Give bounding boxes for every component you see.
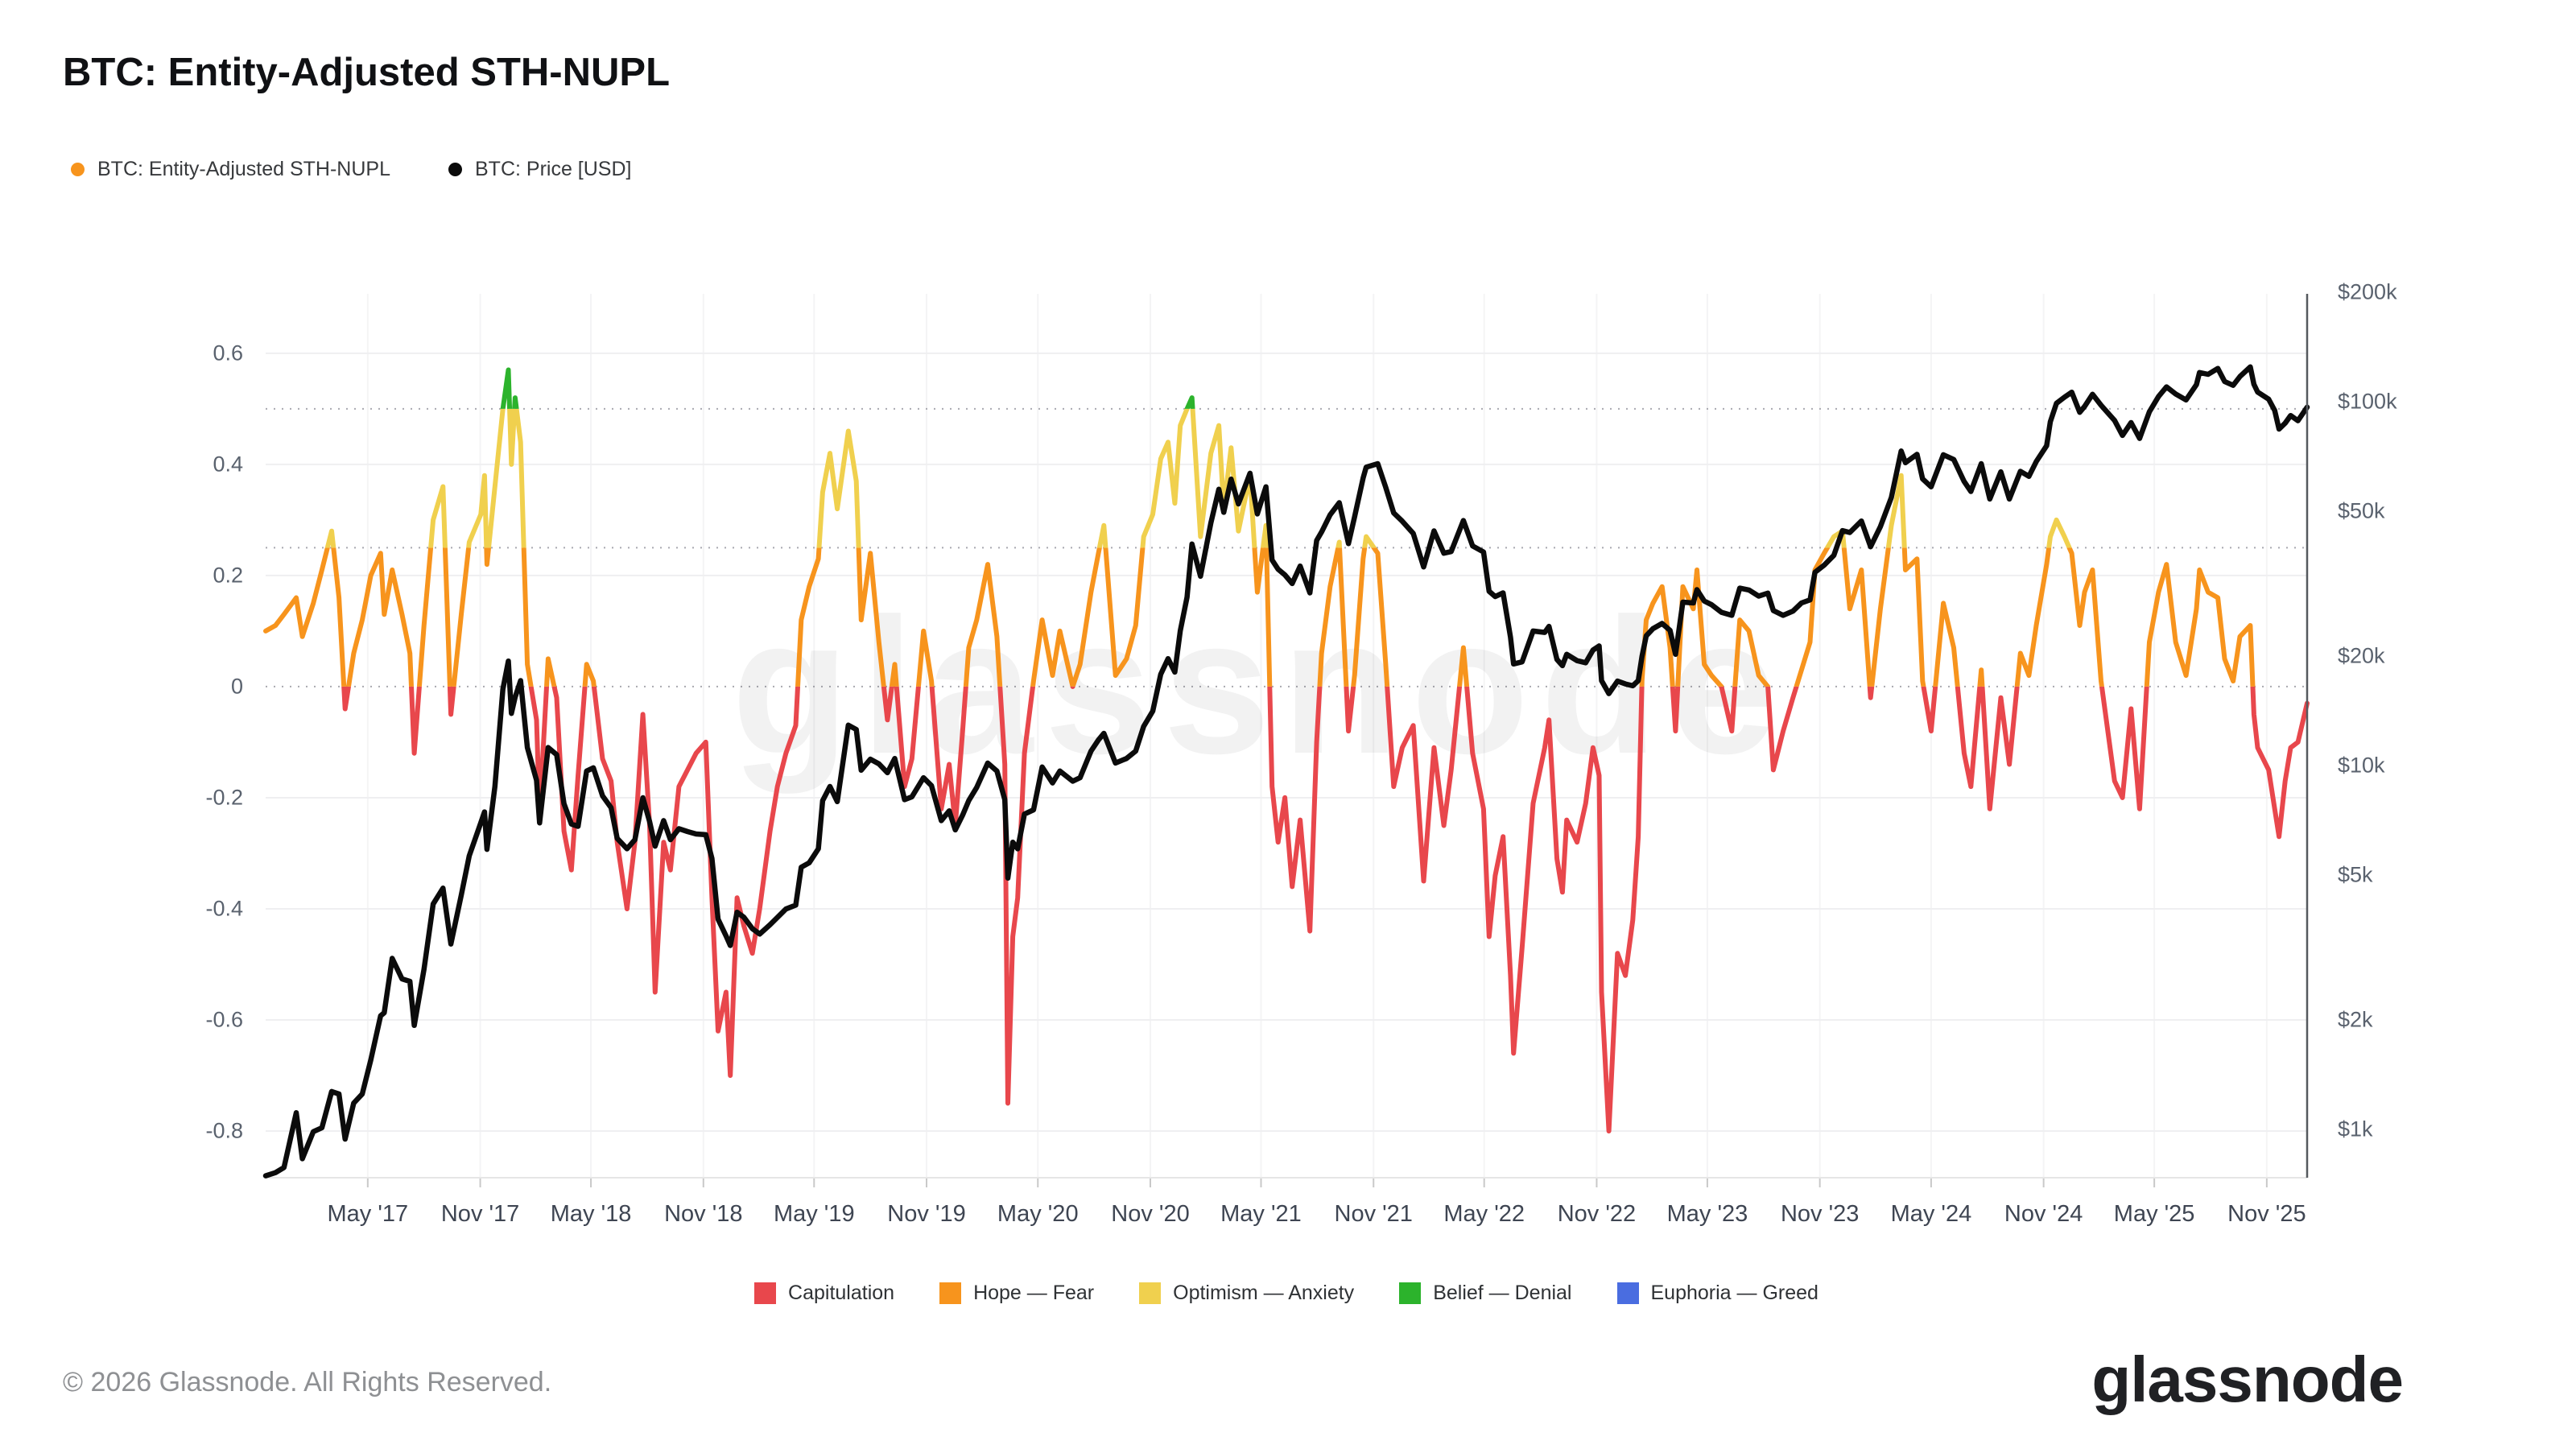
top-legend-item-nupl[interactable]: BTC: Entity-Adjusted STH-NUPL [71, 158, 390, 181]
x-tick-label-6: May '20 [997, 1201, 1079, 1227]
page-title: BTC: Entity-Adjusted STH-NUPL [63, 51, 670, 94]
x-tick-label-16: May '25 [2113, 1201, 2195, 1227]
band-legend-item-0[interactable]: Capitulation [754, 1282, 894, 1305]
nupl-series-dot-icon [71, 163, 85, 176]
left-tick-label-1: 0.4 [213, 452, 243, 477]
band-legend-label: Capitulation [788, 1282, 895, 1304]
left-tick-label-2: 0.2 [213, 563, 243, 588]
right-tick-label-4: $10k [2338, 753, 2385, 778]
x-tick-label-2: May '18 [550, 1201, 632, 1227]
x-tick-label-4: May '19 [773, 1201, 855, 1227]
x-tick-label-11: Nov '22 [1557, 1201, 1637, 1227]
right-tick-label-1: $100k [2338, 389, 2397, 414]
band-legend-label: Hope — Fear [973, 1282, 1095, 1304]
x-tick-label-8: May '21 [1220, 1201, 1302, 1227]
band-legend: Capitulation Hope — Fear Optimism — Anxiet… [266, 1282, 2307, 1305]
x-tick-label-9: Nov '21 [1334, 1201, 1413, 1227]
x-tick-label-0: May '17 [327, 1201, 409, 1227]
right-tick-label-5: $5k [2338, 862, 2373, 887]
band-swatch-icon [1399, 1282, 1422, 1304]
x-tick-label-15: Nov '24 [2004, 1201, 2083, 1227]
x-tick-label-7: Nov '20 [1111, 1201, 1190, 1227]
x-tick-label-3: Nov '18 [664, 1201, 743, 1227]
nupl-line-hope-fear [263, 547, 2256, 687]
right-tick-label-6: $2k [2338, 1007, 2373, 1032]
top-legend-item-price[interactable]: BTC: Price [USD] [448, 158, 631, 181]
band-legend-label: Optimism — Anxiety [1173, 1282, 1355, 1304]
x-tick-label-14: May '24 [1890, 1201, 1972, 1227]
band-legend-item-3[interactable]: Belief — Denial [1399, 1282, 1572, 1305]
band-legend-item-1[interactable]: Hope — Fear [939, 1282, 1094, 1305]
top-legend-label-price: BTC: Price [USD] [475, 158, 632, 180]
top-legend: BTC: Entity-Adjusted STH-NUPL BTC: Price… [71, 158, 631, 181]
left-tick-label-7: -0.8 [205, 1118, 243, 1143]
left-tick-label-5: -0.4 [205, 896, 243, 921]
price-series-dot-icon [448, 163, 462, 176]
band-legend-item-4[interactable]: Euphoria — Greed [1616, 1282, 1818, 1305]
top-legend-label-nupl: BTC: Entity-Adjusted STH-NUPL [97, 158, 390, 180]
right-tick-label-2: $50k [2338, 498, 2385, 523]
right-tick-label-3: $20k [2338, 643, 2385, 668]
left-tick-label-4: -0.2 [205, 785, 243, 810]
band-legend-label: Euphoria — Greed [1650, 1282, 1818, 1304]
x-tick-label-12: May '23 [1666, 1201, 1748, 1227]
glassnode-logo: glassnode [2091, 1344, 2404, 1415]
x-tick-label-13: Nov '23 [1780, 1201, 1860, 1227]
band-swatch-icon [754, 1282, 777, 1304]
right-tick-label-0: $200k [2338, 279, 2397, 304]
x-tick-label-5: Nov '19 [887, 1201, 966, 1227]
copyright-text: © 2026 Glassnode. All Rights Reserved. [63, 1367, 552, 1397]
band-legend-item-2[interactable]: Optimism — Anxiety [1139, 1282, 1354, 1305]
band-legend-label: Belief — Denial [1433, 1282, 1572, 1304]
price-line [262, 364, 2310, 1179]
right-tick-label-7: $1k [2338, 1117, 2373, 1141]
band-swatch-icon [1139, 1282, 1162, 1304]
band-swatch-icon [1616, 1282, 1639, 1304]
left-tick-label-6: -0.6 [205, 1007, 243, 1032]
x-tick-label-1: Nov '17 [440, 1201, 520, 1227]
x-tick-label-17: Nov '25 [2227, 1201, 2306, 1227]
left-tick-label-3: 0 [230, 674, 243, 699]
nupl-line-capitulation [341, 686, 2310, 1133]
left-tick-label-0: 0.6 [213, 341, 243, 365]
band-swatch-icon [939, 1282, 962, 1304]
x-tick-label-10: May '22 [1443, 1201, 1525, 1227]
